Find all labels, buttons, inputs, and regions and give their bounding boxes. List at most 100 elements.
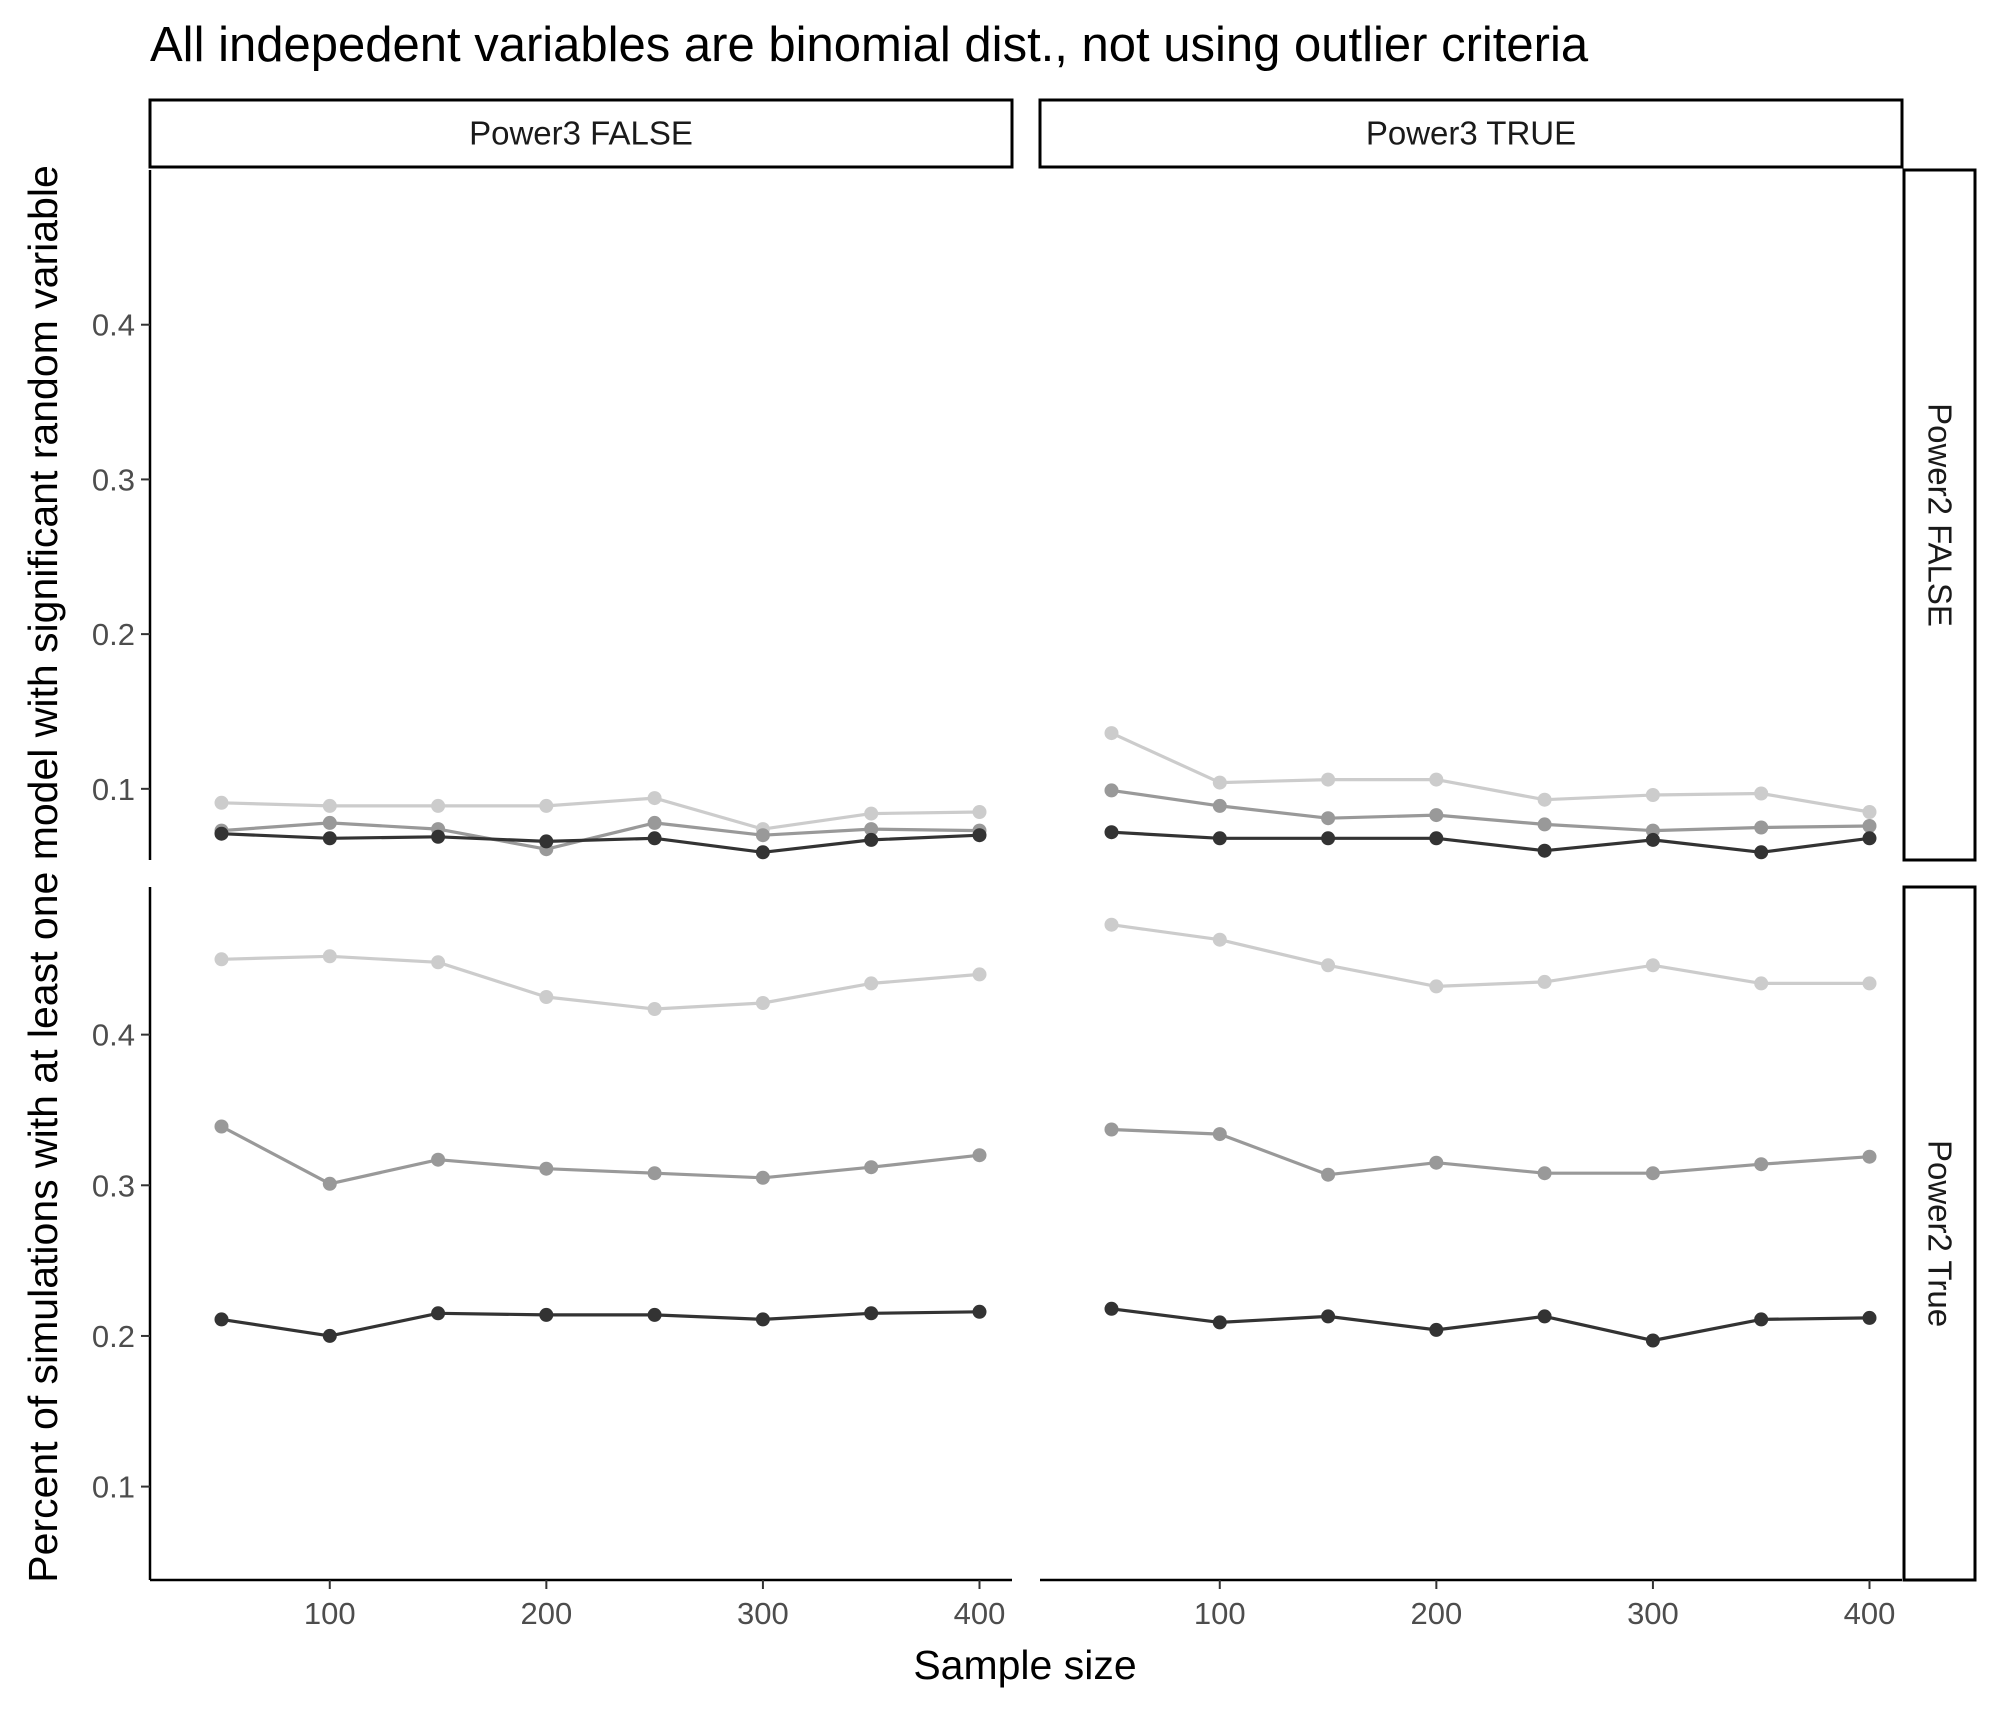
y-tick-label-row-1: 0.2 <box>92 617 135 652</box>
y-tick-label-row-2: 0.3 <box>92 1168 135 1203</box>
data-point-light <box>1538 793 1552 807</box>
data-point-medium <box>1646 1166 1660 1180</box>
data-point-medium <box>1105 783 1119 797</box>
data-point-light <box>1321 958 1335 972</box>
data-point-medium <box>431 1153 445 1167</box>
data-point-light <box>1213 776 1227 790</box>
data-point-dark <box>864 833 878 847</box>
data-point-medium <box>864 1160 878 1174</box>
data-point-light <box>539 990 553 1004</box>
data-point-medium <box>1321 1168 1335 1182</box>
data-point-medium <box>973 1148 987 1162</box>
column-strip-label-2: Power3 TRUE <box>1366 115 1576 152</box>
data-point-dark <box>973 828 987 842</box>
data-point-dark <box>1429 831 1443 845</box>
data-point-dark <box>323 831 337 845</box>
data-point-dark <box>1646 833 1660 847</box>
data-point-light <box>648 791 662 805</box>
data-point-light <box>1429 773 1443 787</box>
y-tick-label-row-1: 0.1 <box>92 772 135 807</box>
data-point-dark <box>539 1308 553 1322</box>
data-point-medium <box>539 1162 553 1176</box>
data-point-light <box>973 805 987 819</box>
data-point-light <box>431 799 445 813</box>
data-point-medium <box>323 1177 337 1191</box>
data-point-dark <box>323 1329 337 1343</box>
data-point-dark <box>431 1306 445 1320</box>
data-point-dark <box>539 834 553 848</box>
data-point-dark <box>1863 831 1877 845</box>
data-point-dark <box>1429 1323 1443 1337</box>
data-point-light <box>1646 958 1660 972</box>
data-point-medium <box>1863 819 1877 833</box>
data-point-light <box>864 807 878 821</box>
data-point-dark <box>648 1308 662 1322</box>
data-point-light <box>1754 976 1768 990</box>
data-point-dark <box>973 1305 987 1319</box>
data-point-medium <box>1863 1150 1877 1164</box>
data-point-dark <box>1213 1315 1227 1329</box>
column-strip-label-1: Power3 FALSE <box>469 115 693 152</box>
x-axis-title: Sample size <box>913 1642 1136 1688</box>
data-point-dark <box>1321 1309 1335 1323</box>
data-point-dark <box>1754 1312 1768 1326</box>
data-point-medium <box>756 828 770 842</box>
data-point-light <box>215 952 229 966</box>
row-strip-label-2: Power2 True <box>1922 1140 1959 1327</box>
y-tick-label-row-2: 0.1 <box>92 1470 135 1505</box>
data-point-medium <box>648 816 662 830</box>
data-point-dark <box>1863 1311 1877 1325</box>
data-point-light <box>431 955 445 969</box>
y-tick-label-row-2: 0.2 <box>92 1319 135 1354</box>
data-point-medium <box>215 1120 229 1134</box>
data-point-dark <box>215 1312 229 1326</box>
data-point-dark <box>431 830 445 844</box>
data-point-light <box>1538 975 1552 989</box>
x-tick-label-col-1: 100 <box>304 1596 356 1631</box>
data-point-dark <box>1213 831 1227 845</box>
data-point-dark <box>756 845 770 859</box>
data-point-light <box>1863 976 1877 990</box>
data-point-light <box>864 976 878 990</box>
data-point-medium <box>1429 1156 1443 1170</box>
data-point-dark <box>1538 1309 1552 1323</box>
data-point-dark <box>1105 1302 1119 1316</box>
y-tick-label-row-1: 0.3 <box>92 462 135 497</box>
data-point-medium <box>1213 1127 1227 1141</box>
y-axis-title: Percent of simulations with at least one… <box>20 165 66 1582</box>
data-point-light <box>1105 918 1119 932</box>
data-point-light <box>756 996 770 1010</box>
row-strip-label-1: Power2 FALSE <box>1922 403 1959 627</box>
data-point-medium <box>1754 1157 1768 1171</box>
data-point-medium <box>1321 811 1335 825</box>
data-point-medium <box>1213 799 1227 813</box>
data-point-light <box>323 799 337 813</box>
data-point-medium <box>1538 817 1552 831</box>
data-point-medium <box>1105 1123 1119 1137</box>
x-tick-label-col-1: 400 <box>954 1596 1006 1631</box>
data-point-light <box>648 1002 662 1016</box>
data-point-light <box>1321 773 1335 787</box>
data-point-dark <box>864 1306 878 1320</box>
data-point-light <box>323 949 337 963</box>
data-point-dark <box>1754 845 1768 859</box>
data-point-dark <box>648 831 662 845</box>
x-tick-label-col-2: 300 <box>1627 1596 1679 1631</box>
data-point-medium <box>1538 1166 1552 1180</box>
x-tick-label-col-1: 300 <box>737 1596 789 1631</box>
y-tick-label-row-1: 0.4 <box>92 308 135 343</box>
data-point-dark <box>1538 844 1552 858</box>
data-point-dark <box>1105 825 1119 839</box>
data-point-medium <box>1754 821 1768 835</box>
data-point-light <box>1754 787 1768 801</box>
y-tick-label-row-2: 0.4 <box>92 1018 135 1053</box>
data-point-light <box>1429 979 1443 993</box>
data-point-light <box>1646 788 1660 802</box>
data-point-medium <box>648 1166 662 1180</box>
data-point-light <box>1213 933 1227 947</box>
x-tick-label-col-1: 200 <box>520 1596 572 1631</box>
data-point-dark <box>215 827 229 841</box>
data-point-light <box>215 796 229 810</box>
